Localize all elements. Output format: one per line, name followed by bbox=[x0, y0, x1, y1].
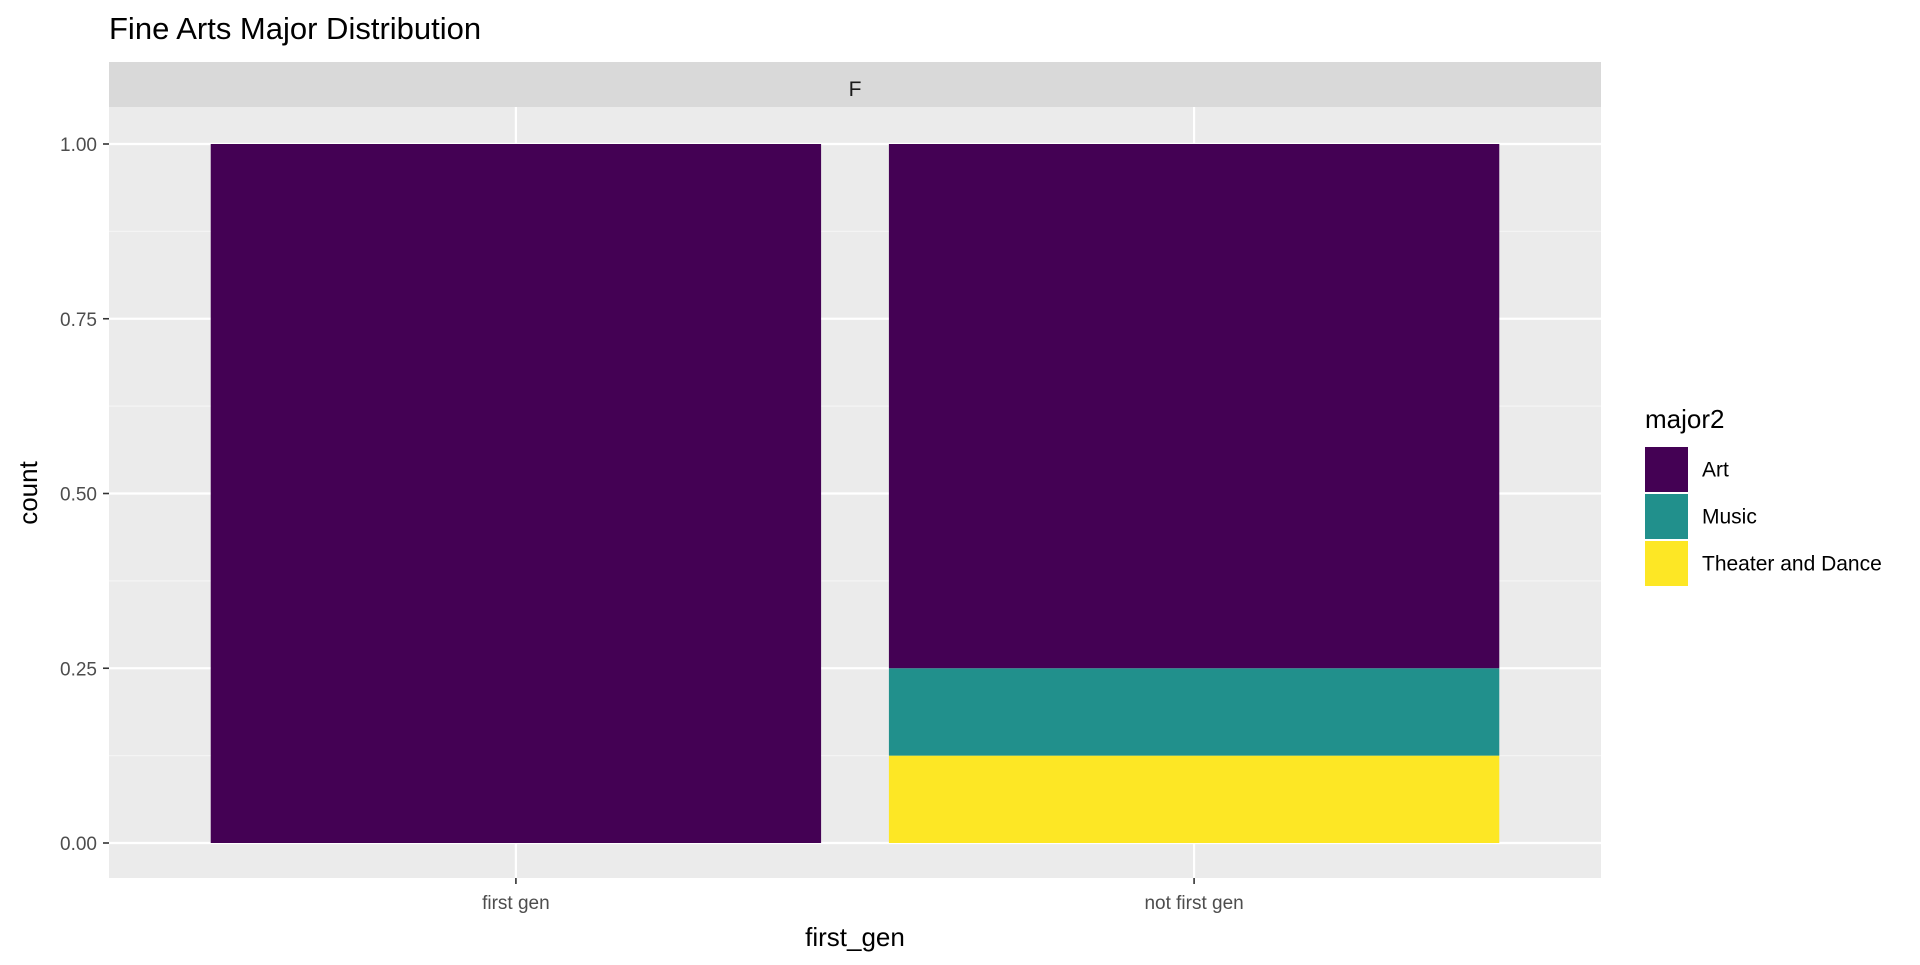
y-tick-label: 0.00 bbox=[60, 834, 97, 855]
bar-music bbox=[888, 668, 1500, 756]
legend-key bbox=[1645, 541, 1688, 586]
y-tick-label: 0.75 bbox=[60, 310, 97, 331]
x-tick-label: not first gen bbox=[1144, 893, 1243, 914]
facet-strip-label: F bbox=[849, 78, 862, 101]
y-tick-label: 0.50 bbox=[60, 485, 97, 506]
x-axis-title: first_gen bbox=[805, 922, 905, 952]
bars bbox=[210, 144, 1500, 843]
facet-strip bbox=[109, 62, 1601, 107]
x-tick-label: first gen bbox=[482, 893, 550, 914]
y-axis: 0.00 0.25 0.50 0.75 1.00 bbox=[60, 135, 109, 855]
legend-label: Theater and Dance bbox=[1702, 553, 1882, 576]
y-axis-title: count bbox=[13, 460, 43, 524]
legend-label: Music bbox=[1702, 506, 1757, 529]
legend-key bbox=[1645, 494, 1688, 539]
bar-theater-and-dance bbox=[888, 755, 1500, 843]
x-axis: first gen not first gen bbox=[482, 878, 1244, 914]
bar-art bbox=[888, 144, 1500, 669]
legend-key bbox=[1645, 447, 1688, 492]
y-tick-label: 1.00 bbox=[60, 135, 97, 156]
chart-title: Fine Arts Major Distribution bbox=[109, 11, 481, 46]
y-tick-label: 0.25 bbox=[60, 659, 97, 680]
legend-title: major2 bbox=[1645, 404, 1724, 434]
bar-art bbox=[210, 144, 822, 843]
legend-label: Art bbox=[1702, 459, 1729, 482]
legend: major2 Art Music Theater and Dance bbox=[1645, 404, 1882, 586]
